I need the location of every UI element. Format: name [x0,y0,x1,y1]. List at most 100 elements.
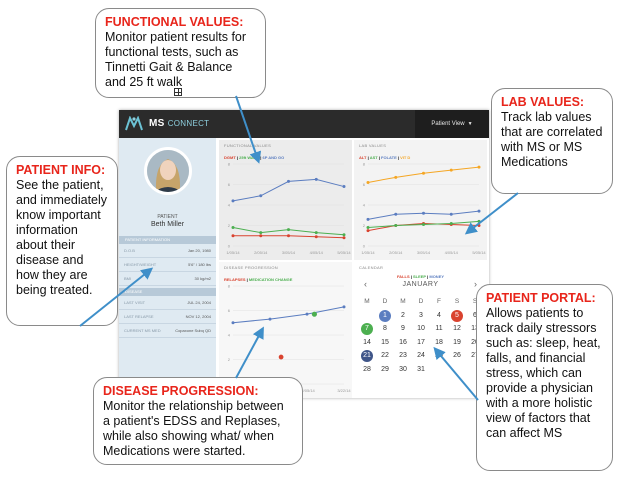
calendar-day-marker: 5 [451,309,463,322]
chart-legend: ALT | AST | FOLATE | VIT D [359,155,411,160]
data-point [231,321,235,325]
calendar-day-marker: 21 [361,350,373,362]
data-point [449,168,453,172]
legend-item: RELAPSES [224,277,246,282]
calendar-day[interactable]: 30 [399,365,407,373]
move-handle-icon[interactable] [174,88,182,96]
data-point [342,305,346,309]
calendar-prev-button[interactable]: ‹ [364,279,367,289]
y-tick-label: 6 [228,182,231,187]
calendar-day[interactable]: 29 [381,365,389,373]
panel-title: CALENDAR [359,265,384,270]
patient-name: Beth Miller [150,221,185,228]
calendar-day-marker: 1 [379,309,391,322]
callout-disease-progression: DISEASE PROGRESSION: Monitor the relatio… [93,377,303,465]
callout-patient-portal: PATIENT PORTAL: Allows patients to track… [476,284,613,471]
data-point [422,171,425,175]
calendar-day[interactable]: 12 [453,325,461,332]
data-point [422,211,425,215]
calendar-day[interactable]: 26 [453,352,461,359]
data-point [366,229,370,233]
data-point [287,234,290,238]
calendar-day[interactable]: 21 [358,349,376,363]
calendar-day[interactable]: 19 [453,338,461,346]
arrow-portal [433,346,479,401]
patient-view-dropdown[interactable]: Patient View ▼ [415,110,489,138]
info-label: HEIGHT/WEIGHT [124,262,157,267]
data-point [231,199,235,203]
y-tick-label: 6 [228,308,231,313]
x-tick-label: 4/05/14 [310,250,324,255]
top-bar: MS CONNECT Patient View ▼ [119,110,489,138]
calendar-day[interactable]: 17 [417,338,425,346]
data-point [231,234,235,238]
calendar-day[interactable]: 6 [473,311,477,319]
calendar-day[interactable]: 3 [419,311,423,319]
arrow-lab [464,192,519,235]
calendar-day[interactable]: 18 [435,338,443,346]
data-point [287,179,290,183]
data-point [231,226,235,230]
calendar-day[interactable]: 20 [471,338,479,346]
calendar-day[interactable]: 13 [471,325,479,332]
panel-title: DISEASE PROGRESSION [224,265,278,270]
calendar-day[interactable]: 14 [363,338,371,346]
calendar-week-row: 14 15 16 17 18 19 20 [358,336,484,350]
relapse-marker [278,354,284,360]
callout-body: Monitor the relationship between a patie… [103,399,284,458]
disease-row-current-med: CURRENT MS MED Copaxone Subq QD [119,324,216,338]
x-tick-label: 3/05/14 [282,250,296,255]
legend-item: DGMT [224,155,236,160]
y-tick-label: 2 [363,223,366,228]
calendar-day[interactable]: 7 [358,322,376,336]
calendar-day[interactable]: 4 [437,311,441,319]
calendar-day[interactable]: 8 [383,325,387,332]
x-tick-label: 1/05/14 [361,250,375,255]
calendar-legend: FALLS | SLEEP | MONEY [396,274,445,279]
disease-value: NOV 12, 2004 [185,314,211,319]
arrow-functional [235,95,262,164]
info-row-bmi: BMI 30 kg/m2 [119,272,216,286]
calendar-day[interactable]: 22 [381,352,389,359]
patient-information-header: PATIENT INFORMATION [119,236,216,244]
weekday-label: D [382,298,388,305]
calendar-month: JANUARY [402,281,439,288]
calendar-day[interactable]: 24 [417,352,425,359]
calendar-day[interactable]: 28 [363,365,371,373]
series-line [232,306,345,324]
y-tick-label: 4 [228,203,231,208]
x-tick-label: 3/22/14 [337,388,351,393]
callout-patient-info: PATIENT INFO: See the patient, and immed… [6,156,118,326]
x-tick-label: 3/05/14 [417,250,431,255]
legend-item: ALT [359,155,367,160]
calendar-day[interactable]: 11 [435,325,443,332]
calendar-next-button[interactable]: › [474,279,477,289]
data-point [449,212,453,216]
y-tick-label: 4 [363,203,366,208]
calendar-day[interactable]: 16 [399,338,407,346]
data-point [342,233,346,237]
callout-title: PATIENT PORTAL: [486,291,596,305]
calendar-day[interactable]: 31 [417,365,425,373]
calendar-day[interactable]: 10 [417,325,425,332]
calendar-day[interactable]: 2 [401,311,405,319]
calendar-day[interactable]: 27 [471,352,479,359]
calendar-day[interactable]: 9 [401,325,405,332]
y-tick-label: 8 [228,284,231,289]
patient-photo [147,150,189,192]
calendar-day[interactable]: 23 [399,352,407,359]
calendar-day[interactable]: 1 [376,309,394,323]
y-tick-label: 4 [228,333,231,338]
calendar-day[interactable]: 5 [448,309,466,323]
disease-value: JUL 24, 2004 [187,300,211,305]
callout-functional-values: FUNCTIONAL VALUES: Monitor patient resul… [95,8,266,98]
legend-item: 6P AND GO [262,155,285,160]
y-tick-label: 0 [363,244,366,249]
data-point [287,228,290,232]
x-tick-label: 2/05/14 [254,250,268,255]
legend-item: AST [369,155,378,160]
calendar-day[interactable]: 15 [381,338,389,346]
callout-body: Allows patients to track daily stressors… [486,306,601,440]
data-point [394,212,398,216]
